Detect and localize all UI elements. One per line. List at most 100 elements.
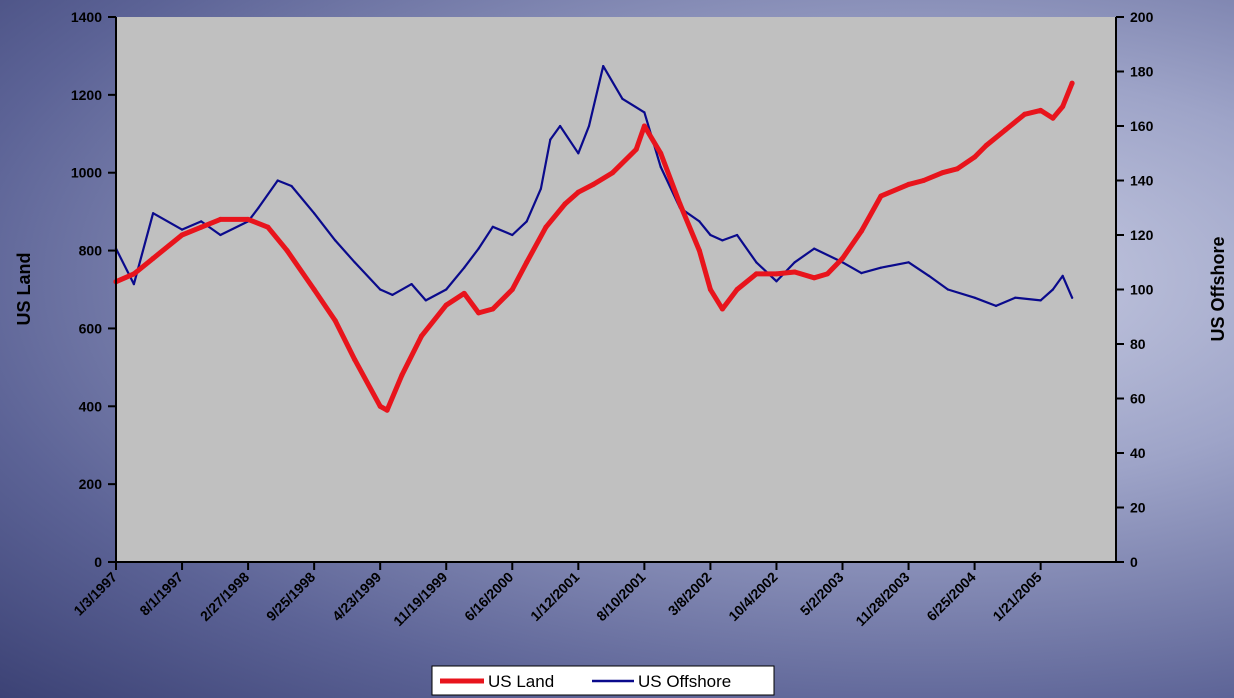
x-tick-label: 1/12/2001	[527, 569, 583, 625]
data-point-us-offshore	[200, 220, 203, 223]
data-point-us-land	[633, 146, 639, 152]
data-point-us-offshore	[709, 233, 712, 237]
data-point-us-land	[575, 189, 581, 195]
data-point-us-offshore	[973, 296, 976, 299]
data-point-us-land	[150, 255, 156, 261]
x-tick-label: 9/25/1998	[263, 569, 319, 625]
x-tick-label: 11/28/2003	[852, 569, 912, 629]
data-point-us-offshore	[860, 272, 863, 275]
legend-label-us-offshore: US Offshore	[638, 672, 731, 691]
data-point-us-offshore	[1061, 274, 1064, 277]
data-point-us-land	[824, 271, 830, 277]
data-point-us-offshore	[775, 280, 778, 283]
data-point-us-land	[352, 357, 358, 363]
data-point-us-offshore	[132, 283, 135, 286]
data-point-us-land	[753, 271, 759, 277]
data-point-us-offshore	[587, 124, 591, 128]
data-point-us-offshore	[152, 212, 155, 215]
data-point-us-offshore	[602, 65, 605, 68]
data-point-us-land	[524, 259, 530, 265]
data-point-us-offshore	[463, 266, 466, 269]
y-tick-label-left: 1200	[71, 87, 102, 103]
data-point-us-land	[443, 302, 449, 308]
data-point-us-land	[811, 275, 817, 281]
data-point-us-land	[245, 216, 251, 222]
data-point-us-offshore	[621, 97, 624, 100]
data-point-us-offshore	[290, 184, 293, 188]
data-point-us-offshore	[511, 233, 514, 237]
legend-label-us-land: US Land	[488, 672, 554, 691]
data-point-us-offshore	[180, 228, 184, 231]
data-point-us-land	[1069, 80, 1075, 86]
data-point-us-offshore	[907, 261, 910, 264]
data-point-us-offshore	[927, 274, 931, 277]
x-tick-label: 5/2/2003	[797, 569, 847, 619]
data-point-us-offshore	[525, 220, 528, 223]
data-point-us-land	[677, 201, 683, 207]
y-tick-label-right: 160	[1130, 118, 1154, 134]
data-point-us-land	[940, 170, 945, 176]
data-point-us-offshore	[410, 283, 413, 286]
data-point-us-offshore	[755, 261, 758, 264]
y-tick-label-left: 400	[79, 398, 103, 414]
data-point-us-offshore	[313, 212, 316, 215]
data-point-us-offshore	[257, 206, 260, 209]
x-tick-label: 4/23/1999	[329, 569, 385, 625]
data-point-us-offshore	[793, 261, 796, 264]
data-point-us-land	[610, 170, 616, 176]
data-point-us-land	[399, 372, 405, 378]
x-tick-label: 2/27/1998	[197, 569, 253, 625]
data-point-us-offshore	[1014, 296, 1017, 299]
data-point-us-land	[509, 287, 515, 292]
x-tick-label: 10/4/2002	[725, 569, 781, 625]
y-tick-label-right: 140	[1130, 173, 1154, 189]
data-point-us-land	[707, 287, 713, 292]
data-point-us-offshore	[559, 124, 562, 128]
data-point-us-land	[418, 333, 424, 339]
data-point-us-land	[858, 228, 864, 234]
x-tick-label: 6/25/2004	[923, 569, 979, 625]
data-point-us-land	[1002, 127, 1008, 133]
data-point-us-land	[311, 287, 317, 292]
data-point-us-land	[490, 306, 496, 312]
data-point-us-offshore	[659, 165, 662, 168]
data-point-us-land	[284, 248, 290, 254]
data-point-us-offshore	[813, 247, 816, 250]
y-axis-title-right: US Offshore	[1208, 236, 1228, 341]
y-tick-label-right: 60	[1130, 391, 1146, 407]
data-point-us-land	[972, 154, 978, 160]
data-point-us-land	[590, 181, 596, 187]
data-point-us-land	[384, 407, 390, 413]
data-point-us-offshore	[379, 288, 382, 291]
data-point-us-land	[377, 403, 383, 409]
data-point-us-offshore	[879, 266, 883, 269]
data-point-us-offshore	[353, 261, 356, 264]
plot-area	[116, 17, 1116, 562]
data-point-us-offshore	[721, 239, 724, 242]
y-axis-title-left: US Land	[14, 252, 34, 325]
data-point-us-land	[217, 216, 223, 222]
data-point-us-offshore	[1039, 299, 1042, 302]
y-tick-label-left: 800	[79, 243, 103, 259]
y-tick-label-right: 40	[1130, 445, 1146, 461]
data-point-us-land	[265, 224, 271, 230]
y-tick-label-left: 600	[79, 320, 103, 336]
legend: US Land US Offshore	[431, 665, 775, 696]
y-tick-label-right: 80	[1130, 336, 1146, 352]
y-tick-label-left: 0	[94, 554, 102, 570]
data-point-us-land	[734, 287, 740, 292]
data-point-us-offshore	[994, 304, 998, 307]
data-point-us-land	[1060, 104, 1066, 109]
x-tick-label: 8/10/2001	[593, 569, 649, 625]
data-point-us-land	[543, 224, 549, 230]
data-point-us-offshore	[1051, 288, 1054, 291]
x-tick-label: 11/19/1999	[390, 569, 450, 629]
data-point-us-offshore	[698, 220, 701, 223]
series-layer	[113, 64, 1075, 413]
data-point-us-offshore	[334, 239, 337, 242]
data-point-us-land	[198, 224, 204, 230]
data-point-us-land	[179, 232, 185, 238]
y-tick-label-right: 0	[1130, 554, 1138, 570]
data-point-us-land	[983, 143, 989, 148]
